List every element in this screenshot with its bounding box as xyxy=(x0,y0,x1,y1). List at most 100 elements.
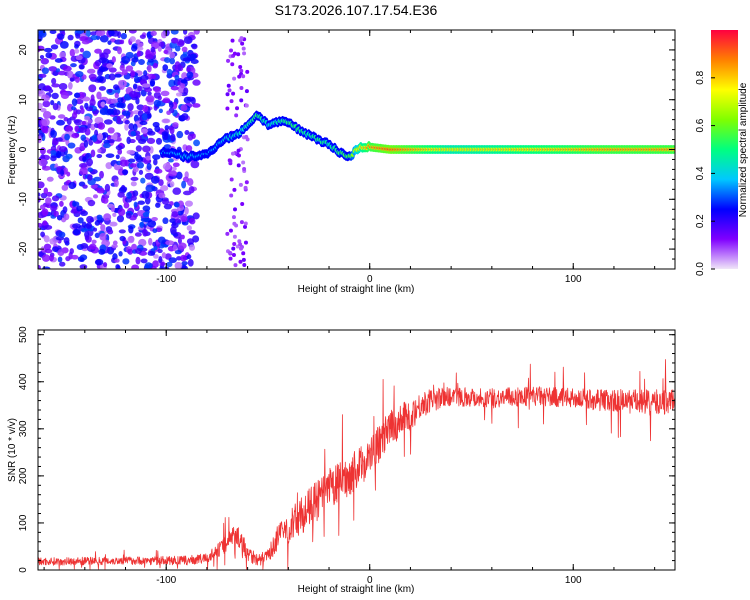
noise-cell xyxy=(50,205,57,212)
y-tick-label: 10 xyxy=(18,94,29,106)
noise-cell xyxy=(172,187,182,195)
colorbar-tick-label: 0.2 xyxy=(695,214,706,228)
noise-cell xyxy=(237,74,242,79)
noise-cell xyxy=(111,244,118,249)
noise-cell xyxy=(101,132,109,139)
noise-cell xyxy=(119,235,126,242)
noise-cell xyxy=(140,258,148,264)
noise-cell xyxy=(232,76,237,81)
noise-cell xyxy=(96,214,103,221)
noise-cell xyxy=(190,58,199,65)
noise-cell xyxy=(102,197,109,204)
noise-cell xyxy=(125,51,134,59)
noise-cell xyxy=(75,55,83,61)
noise-cell xyxy=(118,251,123,257)
noise-cell xyxy=(69,48,76,57)
noise-cell xyxy=(161,252,167,259)
noise-cell xyxy=(68,181,77,190)
noise-cell xyxy=(226,83,231,88)
colorbar-tick-label: 0.6 xyxy=(695,118,706,132)
noise-cell xyxy=(158,108,163,114)
noise-cell xyxy=(160,90,170,97)
spectrogram-x-label: Height of straight line (km) xyxy=(298,284,415,295)
noise-cell xyxy=(45,86,52,91)
noise-cell xyxy=(55,150,62,159)
noise-cell xyxy=(139,34,146,39)
noise-cell xyxy=(229,48,234,53)
noise-cell xyxy=(56,68,61,73)
noise-cell xyxy=(125,65,134,72)
noise-cell xyxy=(128,30,137,34)
noise-cell xyxy=(136,50,141,57)
noise-cell xyxy=(238,182,243,187)
noise-cell xyxy=(73,119,80,124)
noise-cell xyxy=(157,46,162,52)
noise-cell xyxy=(142,211,150,218)
noise-cell xyxy=(41,208,49,216)
noise-cell xyxy=(177,236,182,245)
noise-cell xyxy=(96,153,103,159)
noise-cell xyxy=(71,132,80,139)
noise-cell xyxy=(118,80,124,88)
noise-cell xyxy=(38,30,47,38)
noise-cell xyxy=(136,161,144,169)
noise-cell xyxy=(180,104,188,112)
noise-cell xyxy=(128,90,138,98)
noise-cell xyxy=(182,176,189,183)
noise-cell xyxy=(150,30,157,37)
noise-cell xyxy=(243,185,248,190)
noise-cell xyxy=(99,52,105,58)
noise-cell xyxy=(161,31,167,39)
noise-cell xyxy=(230,38,235,43)
noise-cell xyxy=(58,83,68,90)
noise-cell xyxy=(232,187,237,192)
noise-cell xyxy=(43,187,49,195)
noise-cell xyxy=(116,46,122,55)
noise-cell xyxy=(57,33,65,40)
noise-cell xyxy=(169,57,175,65)
noise-cell xyxy=(149,78,156,87)
noise-cell xyxy=(183,96,192,104)
noise-cell xyxy=(82,50,91,59)
noise-cell xyxy=(239,36,244,41)
noise-cell xyxy=(51,92,59,100)
noise-cell xyxy=(82,156,87,162)
noise-cell xyxy=(65,125,71,132)
noise-cell xyxy=(143,70,148,77)
noise-cell xyxy=(235,106,240,111)
noise-cell xyxy=(138,238,147,247)
snr-x-label: Height of straight line (km) xyxy=(298,584,415,595)
colorbar-tick-label: 0.4 xyxy=(695,166,706,180)
noise-cell xyxy=(157,95,162,101)
noise-cell xyxy=(152,260,160,268)
noise-cell xyxy=(50,100,55,106)
noise-cell xyxy=(66,70,74,79)
noise-cell xyxy=(192,79,201,86)
noise-cell xyxy=(127,158,136,163)
noise-cell xyxy=(174,74,180,81)
noise-cell xyxy=(138,169,144,175)
noise-cell xyxy=(180,79,188,84)
noise-cell xyxy=(144,172,154,180)
noise-cell xyxy=(231,253,236,258)
noise-cell xyxy=(244,103,249,108)
noise-cell xyxy=(40,231,46,238)
noise-cell xyxy=(104,183,111,192)
noise-cell xyxy=(147,64,152,73)
colorbar-tick-label: 0.8 xyxy=(695,70,706,84)
noise-cell xyxy=(188,230,196,235)
noise-cell xyxy=(177,63,182,71)
noise-cell xyxy=(79,36,88,42)
noise-cell xyxy=(172,162,180,168)
noise-cell xyxy=(166,68,173,76)
noise-cell xyxy=(193,139,201,147)
noise-cell xyxy=(174,218,182,224)
noise-cell xyxy=(66,117,72,126)
noise-cell xyxy=(141,83,151,88)
y-tick-label: 0 xyxy=(18,567,29,573)
noise-cell xyxy=(140,217,150,222)
noise-cell xyxy=(183,87,189,95)
y-tick-label: 400 xyxy=(18,373,29,390)
noise-cell xyxy=(183,30,188,35)
noise-cell xyxy=(132,123,138,132)
